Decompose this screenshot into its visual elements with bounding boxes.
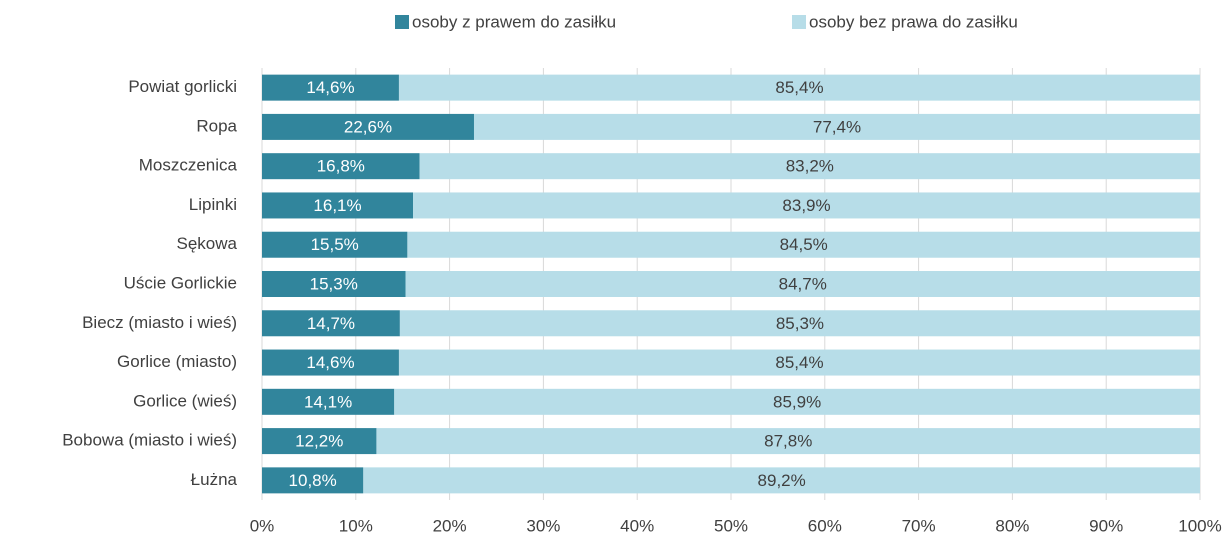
legend-swatch xyxy=(395,15,409,29)
x-tick-label: 60% xyxy=(808,516,842,535)
legend-swatch xyxy=(792,15,806,29)
x-tick-label: 10% xyxy=(339,516,373,535)
bar xyxy=(419,153,1201,180)
x-tick-label: 30% xyxy=(526,516,560,535)
data-label: 16,1% xyxy=(313,196,361,215)
y-tick-label: Powiat gorlicki xyxy=(128,77,237,96)
bar xyxy=(399,310,1200,337)
bar xyxy=(262,349,399,376)
x-tick-label: 80% xyxy=(995,516,1029,535)
bar xyxy=(398,349,1200,376)
data-label: 14,6% xyxy=(306,78,354,97)
x-tick-label: 90% xyxy=(1089,516,1123,535)
data-label: 83,2% xyxy=(786,157,834,176)
bar xyxy=(394,388,1200,415)
bar xyxy=(407,231,1200,258)
data-label: 85,9% xyxy=(773,392,821,411)
x-tick-label: 40% xyxy=(620,516,654,535)
bar xyxy=(413,192,1200,219)
bar xyxy=(405,271,1200,297)
data-label: 14,7% xyxy=(307,314,355,333)
data-label: 85,4% xyxy=(775,353,823,372)
y-tick-label: Biecz (miasto i wieś) xyxy=(82,313,237,332)
bar xyxy=(262,192,414,219)
x-tick-label: 50% xyxy=(714,516,748,535)
x-tick-label: 0% xyxy=(250,516,275,535)
data-label: 14,6% xyxy=(306,353,354,372)
bar xyxy=(262,428,377,455)
x-tick-label: 70% xyxy=(902,516,936,535)
data-label: 22,6% xyxy=(344,117,392,136)
y-tick-label: Ropa xyxy=(196,116,237,135)
data-label: 12,2% xyxy=(295,432,343,451)
bar xyxy=(262,113,474,140)
data-label: 84,7% xyxy=(779,274,827,293)
bar xyxy=(473,113,1200,140)
x-tick-label: 20% xyxy=(433,516,467,535)
x-tick-label: 100% xyxy=(1178,516,1221,535)
data-label: 15,5% xyxy=(311,235,359,254)
y-tick-label: Łużna xyxy=(191,470,238,489)
bar xyxy=(262,231,408,258)
bar xyxy=(262,153,420,180)
data-label: 87,8% xyxy=(764,432,812,451)
bar xyxy=(262,310,400,337)
y-tick-label: Lipinki xyxy=(189,195,237,214)
bar xyxy=(262,74,399,101)
y-tick-label: Moszczenica xyxy=(139,156,238,175)
bar xyxy=(376,428,1200,455)
data-label: 85,4% xyxy=(775,78,823,97)
bar xyxy=(363,467,1201,494)
data-label: 84,5% xyxy=(780,235,828,254)
y-tick-label: Gorlice (wieś) xyxy=(133,391,237,410)
data-label: 89,2% xyxy=(758,471,806,490)
legend-label: osoby z prawem do zasiłku xyxy=(412,12,616,31)
data-label: 14,1% xyxy=(304,392,352,411)
bar xyxy=(262,271,406,297)
y-tick-label: Bobowa (miasto i wieś) xyxy=(62,431,237,450)
legend-label: osoby bez prawa do zasiłku xyxy=(809,12,1018,31)
data-label: 16,8% xyxy=(317,157,365,176)
data-label: 77,4% xyxy=(813,117,861,136)
bar xyxy=(262,388,395,415)
data-label: 10,8% xyxy=(289,471,337,490)
data-label: 85,3% xyxy=(776,314,824,333)
data-label: 83,9% xyxy=(782,196,830,215)
data-label: 15,3% xyxy=(310,274,358,293)
y-tick-label: Uście Gorlickie xyxy=(124,273,237,292)
y-tick-label: Gorlice (miasto) xyxy=(117,352,237,371)
bar xyxy=(398,74,1200,101)
y-tick-label: Sękowa xyxy=(177,234,238,253)
bar xyxy=(262,467,364,494)
